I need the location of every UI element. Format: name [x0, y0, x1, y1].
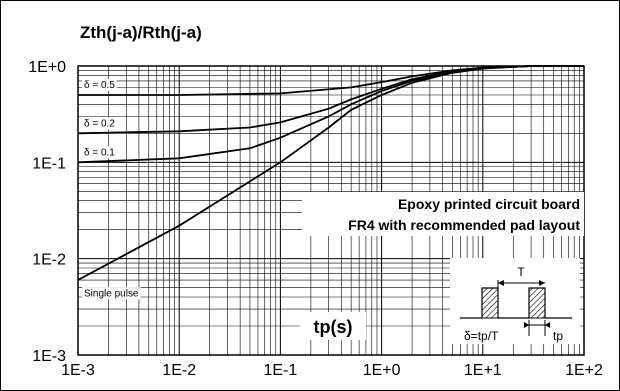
curves: δ = 0.5 δ = 0.2 δ = 0.1 Single pulse — [77, 65, 584, 300]
inset-background — [450, 258, 580, 344]
pulse-width-label: tp — [553, 329, 563, 343]
pulse-2 — [528, 287, 546, 319]
pulse-1 — [481, 287, 499, 319]
annotation-line-2: FR4 with recommended pad layout — [348, 217, 580, 233]
duty-cycle-formula: δ=tp/T — [464, 329, 499, 343]
pulse-width-arrow-left — [524, 322, 529, 328]
x-tick-labels: 1E-3 1E-2 1E-1 1E+0 1E+1 1E+2 — [61, 362, 603, 379]
series-label-3: Single pulse — [84, 288, 139, 299]
series-label-background — [82, 117, 117, 130]
x-tick-label: 1E+0 — [363, 362, 401, 379]
pulse-waveform — [460, 287, 572, 319]
annotation-background — [302, 192, 584, 236]
y-tick-label: 1E+0 — [28, 59, 66, 76]
x-tick-label: 1E+1 — [464, 362, 502, 379]
y-tick-labels: 1E-3 1E-2 1E-1 1E+0 — [28, 59, 66, 365]
series-label-2: δ = 0.1 — [84, 147, 115, 158]
series-label-background — [82, 287, 141, 300]
chart-title: Zth(j-a)/Rth(j-a) — [80, 23, 202, 42]
x-axis-label: tp(s) — [314, 317, 353, 337]
x-axis-label-background — [300, 312, 366, 340]
pulse-inset: T δ=tp/T tp — [450, 258, 580, 344]
series-label-background — [82, 146, 117, 159]
period-arrow-left — [498, 280, 504, 286]
series-line-1 — [77, 65, 584, 135]
x-tick-label: 1E+2 — [565, 362, 603, 379]
x-tick-label: 1E-2 — [162, 362, 196, 379]
series-line-2 — [77, 65, 584, 164]
annotation-line-1: Epoxy printed circuit board — [398, 196, 580, 212]
pulse-width-arrow-right — [545, 322, 550, 328]
y-tick-label: 1E-3 — [32, 348, 66, 365]
x-tick-label: 1E-3 — [61, 362, 95, 379]
series-label-0: δ = 0.5 — [84, 80, 115, 91]
period-arrow-right — [539, 280, 545, 286]
period-label: T — [517, 265, 525, 279]
y-tick-label: 1E-1 — [32, 155, 66, 172]
series-line-3 — [77, 65, 584, 281]
x-tick-label: 1E-1 — [264, 362, 298, 379]
series-label-background — [82, 78, 117, 91]
series-label-1: δ = 0.2 — [84, 118, 115, 129]
y-tick-label: 1E-2 — [32, 252, 66, 269]
